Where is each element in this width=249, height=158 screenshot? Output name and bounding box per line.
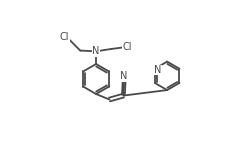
Text: N: N: [121, 71, 128, 81]
Text: Cl: Cl: [60, 32, 69, 43]
Text: N: N: [154, 65, 161, 75]
Text: Cl: Cl: [123, 42, 132, 52]
Text: N: N: [92, 46, 100, 56]
